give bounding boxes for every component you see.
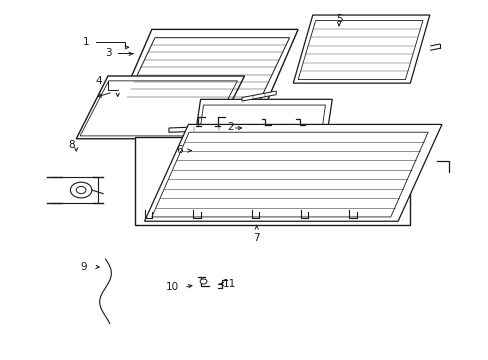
Circle shape: [200, 279, 206, 284]
Polygon shape: [298, 21, 422, 80]
Polygon shape: [195, 105, 325, 160]
Text: 1: 1: [82, 37, 89, 47]
Polygon shape: [144, 125, 441, 221]
Text: 9: 9: [81, 262, 87, 272]
Polygon shape: [168, 125, 244, 132]
Circle shape: [70, 182, 92, 198]
Text: 6: 6: [176, 144, 182, 154]
Polygon shape: [190, 99, 331, 164]
Polygon shape: [152, 132, 427, 217]
Text: 4: 4: [95, 76, 102, 86]
Text: 3: 3: [105, 48, 112, 58]
Polygon shape: [293, 15, 429, 83]
Polygon shape: [80, 81, 237, 136]
Text: 7: 7: [253, 233, 260, 243]
Bar: [135, 137, 409, 225]
Circle shape: [76, 186, 86, 194]
Text: 2: 2: [227, 122, 234, 132]
Text: 11: 11: [222, 279, 235, 289]
Polygon shape: [76, 76, 244, 139]
Polygon shape: [242, 91, 276, 101]
Text: 10: 10: [165, 282, 178, 292]
Text: 8: 8: [68, 140, 75, 150]
Text: 5: 5: [335, 14, 342, 24]
Polygon shape: [123, 38, 289, 104]
Polygon shape: [118, 30, 298, 108]
